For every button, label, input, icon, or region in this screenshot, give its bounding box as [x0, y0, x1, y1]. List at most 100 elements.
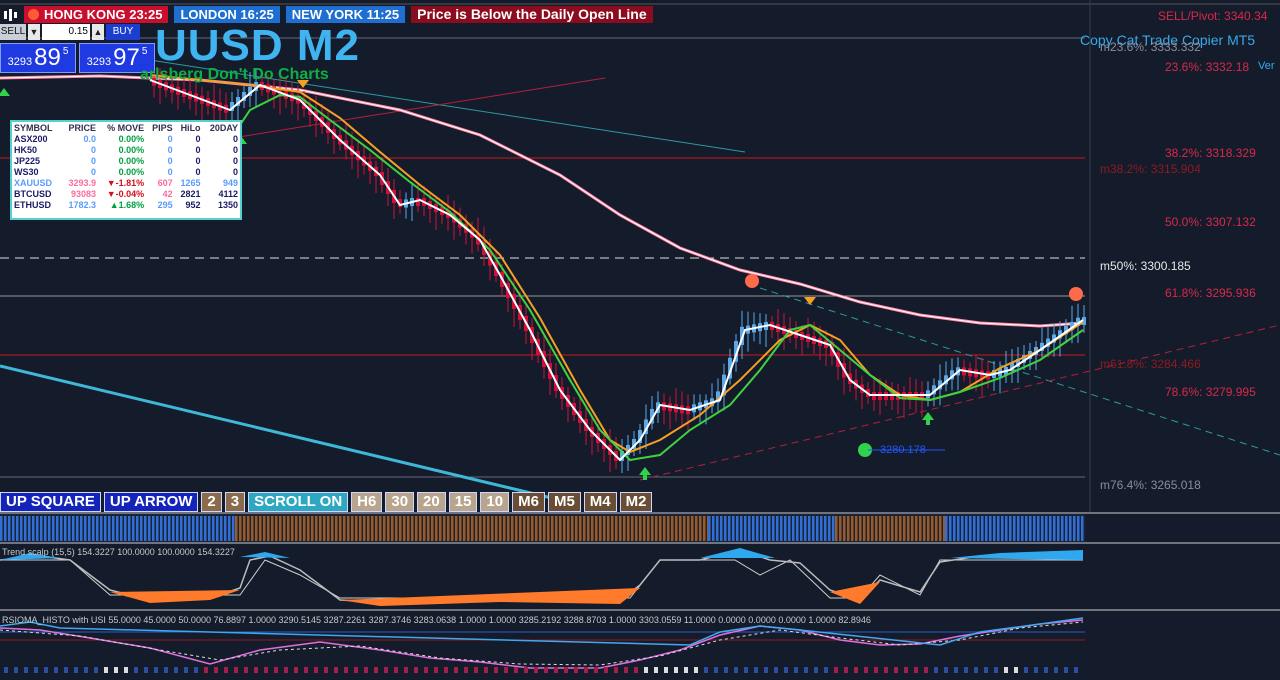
- stripe-bar: [204, 516, 207, 541]
- stripe-bar: [607, 516, 610, 541]
- stripe-bar: [503, 516, 506, 541]
- stripe-bar: [156, 516, 159, 541]
- stripe-bar: [981, 516, 984, 541]
- stripe-bar: [615, 516, 618, 541]
- cell-price: 1782.3: [68, 199, 97, 210]
- cell-20day: 0: [232, 155, 238, 166]
- tf-m4-button[interactable]: M4: [583, 492, 617, 512]
- rsi-dot: [544, 667, 548, 673]
- lot-up-icon[interactable]: ▲: [92, 24, 104, 40]
- stripe-bar: [499, 516, 502, 541]
- stripe-bar: [48, 516, 51, 541]
- button-3[interactable]: 3: [224, 492, 246, 512]
- rsi-dot: [754, 667, 758, 673]
- stripe-bar: [695, 516, 698, 541]
- stripe-bar: [76, 516, 79, 541]
- stripe-bar: [116, 516, 119, 541]
- ask-quote[interactable]: 3293 97 5: [79, 43, 155, 73]
- stripe-bar: [335, 516, 338, 541]
- bid-prefix: 3293: [7, 56, 33, 68]
- stripe-bar: [136, 516, 139, 541]
- stripe-bar: [251, 516, 254, 541]
- lot-input[interactable]: 0.15: [42, 24, 90, 40]
- button-2[interactable]: 2: [201, 492, 222, 512]
- tf-20-button[interactable]: 20: [417, 492, 446, 512]
- rsi-dot: [254, 667, 258, 673]
- stripe-bar: [559, 516, 562, 541]
- rsi-dot: [684, 667, 688, 673]
- scroll-on-button[interactable]: SCROLL ON: [248, 492, 349, 512]
- sell-button[interactable]: SELL: [0, 24, 26, 40]
- stripe-bar: [192, 516, 195, 541]
- bid-quote[interactable]: 3293 89 5: [0, 43, 76, 73]
- rsi-dot: [244, 667, 248, 673]
- stripe-bar: [419, 516, 422, 541]
- tf-10-button[interactable]: 10: [480, 492, 510, 512]
- stripe-bar: [675, 516, 678, 541]
- chart-title: UUSD M2: [155, 21, 361, 70]
- stripe-bar: [311, 516, 314, 541]
- stripe-bar: [855, 516, 858, 541]
- cell-pips: 0: [167, 144, 173, 155]
- rsi-dot: [74, 667, 78, 673]
- stripe-bar: [603, 516, 606, 541]
- level-label: m38.2%: 3315.904: [1100, 162, 1201, 176]
- cell-hilo: 1265: [180, 177, 201, 188]
- stripe-bar: [32, 516, 35, 541]
- stripe-bar: [487, 516, 490, 541]
- stripe-bar: [716, 516, 719, 541]
- stripe-bar: [200, 516, 203, 541]
- stripe-bar: [663, 516, 666, 541]
- stripe-bar: [36, 516, 39, 541]
- tf-30-button[interactable]: 30: [385, 492, 415, 512]
- tf-m6-button[interactable]: M6: [512, 492, 545, 512]
- rsi-dot: [354, 667, 358, 673]
- level-label: 78.6%: 3279.995: [1165, 385, 1256, 399]
- stripe-bar: [812, 516, 815, 541]
- up-square-button[interactable]: UP SQUARE: [0, 492, 101, 512]
- rsi-dot: [494, 667, 498, 673]
- cell-price: 93083: [70, 188, 97, 199]
- rsi-dot: [394, 667, 398, 673]
- rsi-dot: [164, 667, 168, 673]
- rsi-dot: [734, 667, 738, 673]
- stripe-bar: [863, 516, 866, 541]
- rsi-dot: [894, 667, 898, 673]
- cell-20day: 0: [232, 144, 238, 155]
- stripe-bar: [511, 516, 514, 541]
- tf-m2-button[interactable]: M2: [619, 492, 653, 512]
- stripe-bar: [591, 516, 594, 541]
- stripe-bar: [820, 516, 823, 541]
- rsi-dot: [774, 667, 778, 673]
- lot-down-icon[interactable]: ▼: [28, 24, 40, 40]
- stripe-bar: [760, 516, 763, 541]
- up-arrow-button[interactable]: UP ARROW: [103, 492, 199, 512]
- stripe-bar: [543, 516, 546, 541]
- rsi-dot: [114, 667, 118, 673]
- rsi-dot: [144, 667, 148, 673]
- stripe-bar: [439, 516, 442, 541]
- rsi-dot: [34, 667, 38, 673]
- stripe-bar: [483, 516, 486, 541]
- tf-h6-button[interactable]: H6: [351, 492, 383, 512]
- rsi-dot: [674, 667, 678, 673]
- open-line-alert: Price is Below the Daily Open Line: [411, 6, 653, 23]
- buy-button[interactable]: BUY: [106, 24, 140, 40]
- cell-price: 0.0: [83, 133, 97, 144]
- chart-bars-icon[interactable]: [0, 8, 24, 22]
- stripe-bar: [235, 516, 238, 541]
- rsi-dot: [314, 667, 318, 673]
- stripe-bar: [515, 516, 518, 541]
- stripe-bar: [263, 516, 266, 541]
- stripe-bar: [792, 516, 795, 541]
- tf-m5-button[interactable]: M5: [547, 492, 581, 512]
- stripe-bar: [180, 516, 183, 541]
- tf-15-button[interactable]: 15: [448, 492, 478, 512]
- stripe-bar: [371, 516, 374, 541]
- stripe-bar: [315, 516, 318, 541]
- rsi-dot: [284, 667, 288, 673]
- rsi-dot: [134, 667, 138, 673]
- cell-symbol: JP225: [14, 155, 41, 166]
- candle: [1052, 334, 1056, 343]
